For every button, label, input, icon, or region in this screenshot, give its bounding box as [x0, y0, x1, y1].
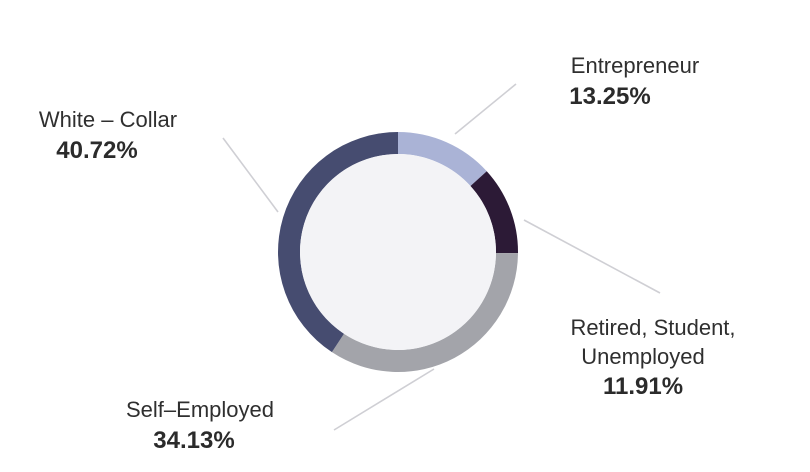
donut-center	[300, 154, 496, 350]
slice-value-entrepreneur: 13.25%	[569, 82, 651, 110]
slice-value-retired: 11.91%	[602, 373, 684, 401]
label-retired: Retired, Student, Unemployed 11.91%	[538, 314, 768, 402]
leader-line-retired	[523, 219, 661, 294]
slice-white-collar	[278, 132, 398, 353]
slice-value-white-collar: 40.72%	[56, 136, 138, 164]
slice-label-retired-line2: Unemployed	[581, 343, 705, 369]
slice-self-employed	[331, 252, 518, 372]
leader-line-entrepreneur	[454, 83, 517, 135]
slice-label-retired: Retired, Student,	[570, 315, 736, 340]
leader-line-white-collar	[222, 137, 279, 213]
leader-lines	[222, 83, 661, 431]
label-self-employed: Self–Employed 34.13%	[100, 396, 300, 456]
label-entrepreneur: Entrepreneur 13.25%	[545, 52, 725, 112]
slice-label-entrepreneur: Entrepreneur	[570, 53, 700, 78]
slice-retired	[470, 171, 518, 254]
slice-entrepreneur	[398, 132, 487, 187]
slice-label-self-employed: Self–Employed	[126, 397, 274, 422]
leader-line-self-employed	[333, 368, 435, 431]
slice-label-white-collar: White – Collar	[38, 107, 178, 132]
donut-slices	[278, 132, 518, 372]
slice-value-self-employed: 34.13%	[153, 426, 235, 454]
label-white-collar: White – Collar 40.72%	[18, 106, 198, 166]
